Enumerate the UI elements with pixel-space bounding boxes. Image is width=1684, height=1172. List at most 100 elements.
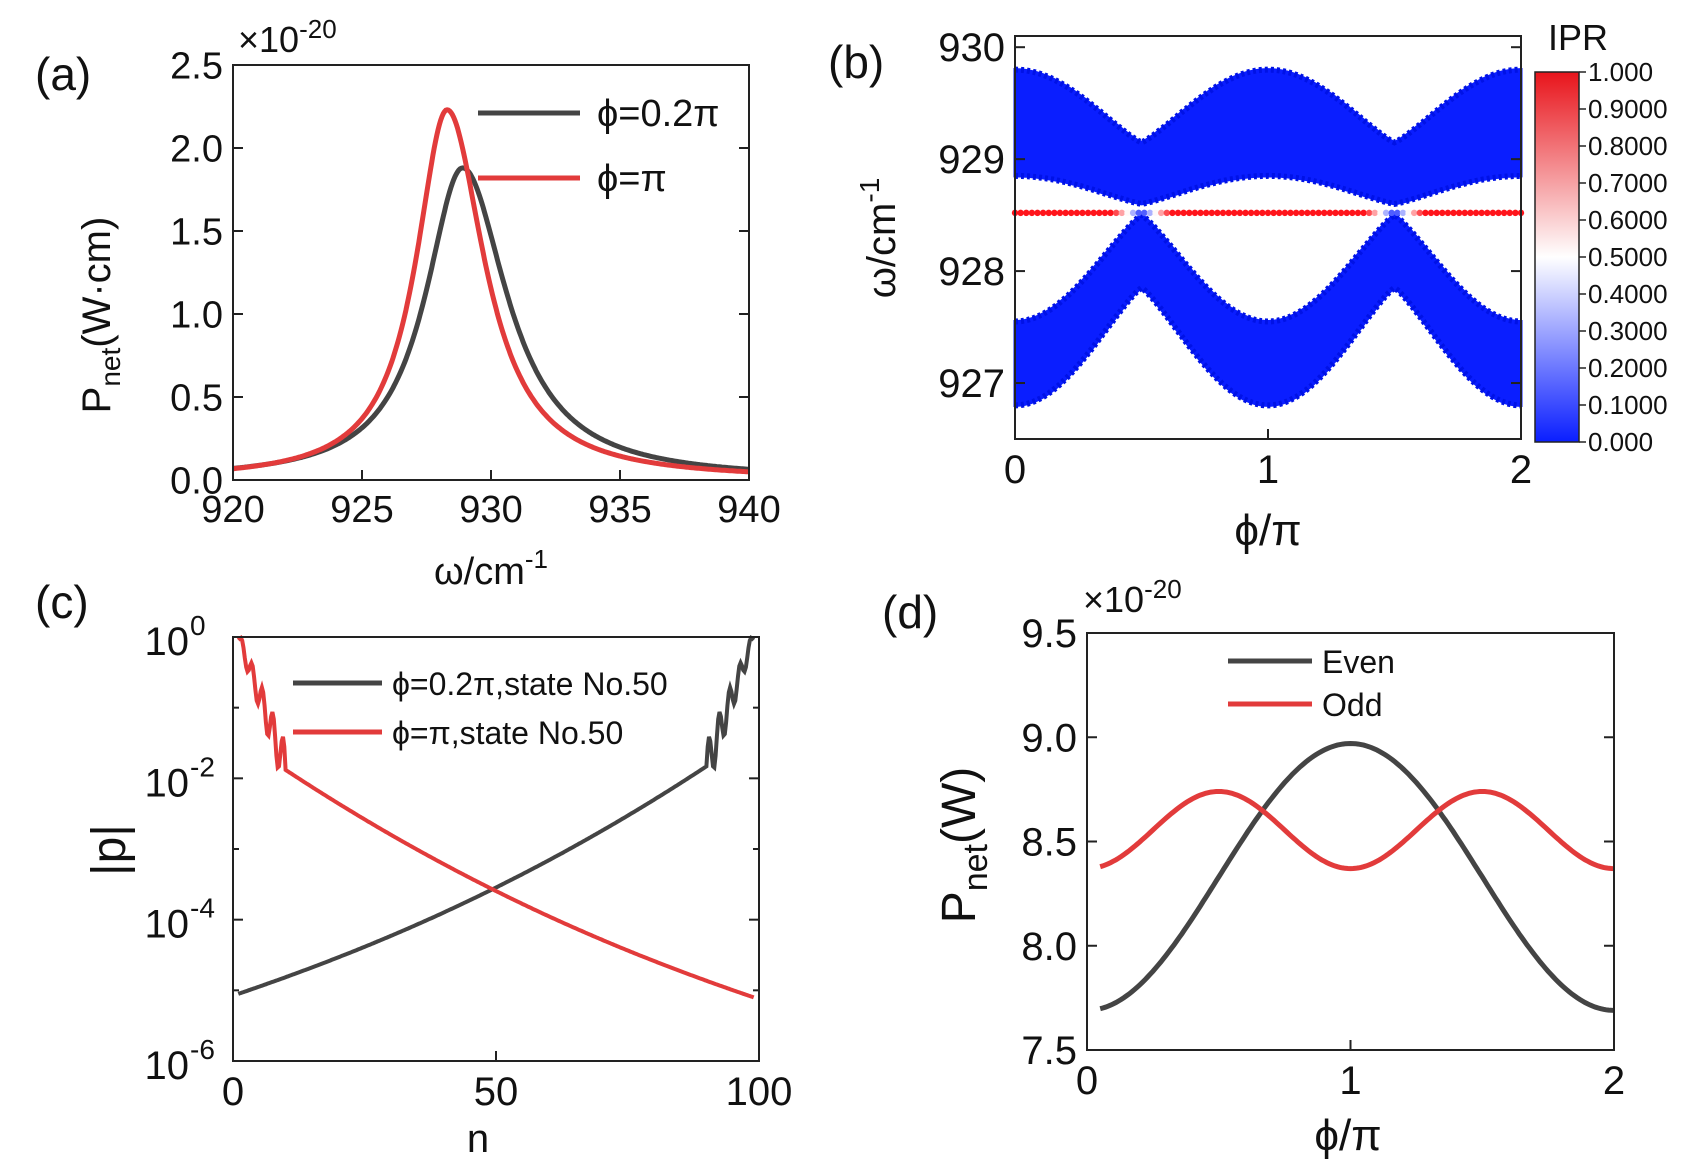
panel-b-plot-area: 0 1 2 927 928 929 930 — [938, 26, 1532, 492]
colorbar-tick-label: 0.1000 — [1588, 390, 1668, 420]
edge-state-point — [1433, 209, 1440, 217]
panel-d-legend: Even Odd — [1228, 644, 1395, 723]
line-series-0 — [1099, 740, 1615, 1013]
panel-b-ylabel: ω/cm-1 — [854, 178, 904, 299]
edge-state-point — [1478, 209, 1485, 217]
edge-state-point — [1512, 209, 1519, 217]
d-ytick-label: 7.5 — [1021, 1029, 1077, 1073]
c-ytick-label: 10 — [145, 1044, 190, 1088]
panel-b-frame — [1014, 35, 1522, 440]
d-ytick-label: 9.0 — [1021, 716, 1077, 760]
colorbar-title: IPR — [1548, 17, 1608, 58]
edge-state-point — [1276, 209, 1283, 217]
edge-state-point — [1062, 209, 1069, 217]
d-xtick-label: 1 — [1339, 1059, 1361, 1103]
edge-state-point — [1225, 209, 1232, 217]
colorbar-tick-label: 0.8000 — [1588, 131, 1668, 161]
legend-label-c-phi-pi: ϕ=π,state No.50 — [392, 715, 623, 751]
edge-state-point — [1068, 209, 1075, 217]
edge-state-point — [1090, 209, 1097, 217]
edge-state-point — [1422, 209, 1429, 217]
edge-state-point — [1034, 209, 1041, 217]
edge-state-point — [1287, 209, 1294, 217]
panel-a-multiplier: ×10-20 — [238, 14, 337, 60]
c-ytick-label: 10 — [145, 761, 190, 805]
edge-state-point — [1281, 209, 1289, 217]
edge-state-point — [1467, 209, 1474, 217]
edge-state-point — [1506, 209, 1513, 217]
edge-state-point — [1163, 209, 1171, 217]
edge-state-point — [1028, 209, 1036, 217]
panel-a: (a) 920 925 930 935 940 0.0 0.5 1.0 1.5 2.0 2.5 ×1… — [35, 14, 781, 593]
c-xtick-label: 50 — [474, 1070, 519, 1114]
upper-bulk-band — [1013, 68, 1523, 206]
edge-state-point — [1084, 209, 1092, 217]
edge-state-point — [1051, 209, 1058, 217]
line-series-1 — [236, 634, 755, 1000]
edge-state-point — [1360, 209, 1367, 217]
edge-state-point — [1354, 209, 1362, 217]
edge-state-point — [1388, 209, 1395, 217]
panel-c-xlabel: n — [467, 1117, 489, 1161]
edge-state-point — [1118, 209, 1126, 217]
edge-state-point — [1455, 209, 1463, 217]
edge-state-point — [1135, 209, 1142, 217]
b-xtick-label: 1 — [1257, 448, 1279, 492]
lower-bulk-band-bottom-edge — [1014, 284, 1522, 409]
edge-state-point — [1096, 209, 1103, 217]
d-xtick-label: 0 — [1076, 1059, 1098, 1103]
edge-state-point — [1444, 209, 1452, 217]
a-xtick-label: 930 — [459, 489, 522, 531]
colorbar-gradient — [1535, 72, 1579, 442]
line-series-1 — [232, 107, 750, 475]
edge-state-point — [1023, 209, 1030, 217]
c-xtick-label: 100 — [726, 1070, 793, 1114]
edge-state-point — [1113, 209, 1120, 217]
colorbar-tick-label: 0.3000 — [1588, 316, 1668, 346]
edge-state-point — [1399, 209, 1407, 217]
edge-state-point — [1309, 209, 1317, 217]
edge-state-point — [1129, 209, 1137, 217]
edge-state-point — [1472, 209, 1480, 217]
edge-state-point — [1045, 209, 1052, 217]
colorbar: IPR 1.000 0.9000 0.8000 0.7000 0.6000 0.5000 0… — [1534, 17, 1668, 457]
panel-c-ylabel: |p| — [83, 824, 136, 876]
colorbar-tick-label: 0.7000 — [1588, 168, 1668, 198]
edge-state-point — [1315, 209, 1322, 217]
lower-bulk-band-top-edge — [1014, 211, 1522, 325]
panel-b-label: (b) — [828, 36, 884, 88]
panel-d-xlabel: ϕ/π — [1314, 1111, 1381, 1160]
a-xtick-label: 925 — [330, 489, 393, 531]
edge-state-point — [1304, 209, 1311, 217]
edge-state-point — [1214, 209, 1221, 217]
c-xtick-label: 0 — [222, 1070, 244, 1114]
c-ytick-exponent: -6 — [190, 1034, 215, 1065]
edge-state-point — [1371, 209, 1379, 217]
colorbar-tick-label: 0.6000 — [1588, 205, 1668, 235]
line-series-0 — [232, 165, 750, 472]
c-ytick-exponent: -4 — [190, 893, 215, 924]
edge-state-point — [1495, 209, 1502, 217]
edge-state-point — [1264, 209, 1272, 217]
edge-state-point — [1231, 209, 1238, 217]
edge-state-point — [1180, 209, 1187, 217]
edge-state-point — [1366, 209, 1373, 217]
edge-state-point — [1500, 209, 1508, 217]
edge-state-point — [1073, 209, 1081, 217]
colorbar-tick-label: 0.2000 — [1588, 353, 1668, 383]
edge-state-point — [1236, 209, 1244, 217]
b-ytick-label: 928 — [938, 250, 1005, 294]
panel-d-multiplier: ×10-20 — [1083, 574, 1182, 620]
b-xtick-label: 0 — [1004, 448, 1026, 492]
edge-state-point — [1202, 209, 1210, 217]
edge-state-point — [1242, 209, 1249, 217]
edge-state-point — [1186, 209, 1193, 217]
edge-state-point — [1410, 209, 1418, 217]
a-ytick-label: 2.0 — [170, 128, 223, 170]
line-series-0 — [237, 634, 756, 996]
c-ytick-exponent: 0 — [190, 610, 206, 641]
edge-state-point — [1292, 209, 1300, 217]
panel-a-frame — [232, 64, 750, 481]
